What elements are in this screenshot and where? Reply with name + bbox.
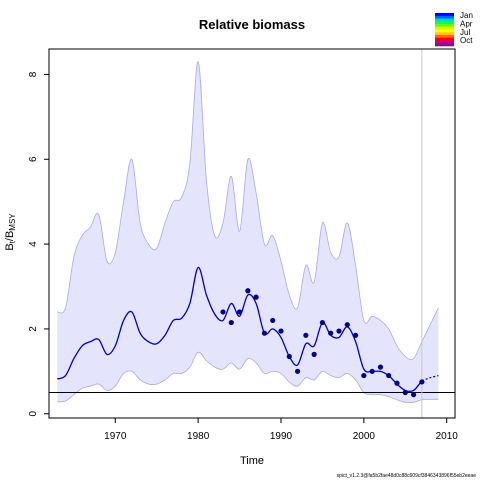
- x-tick-label: 1990: [270, 431, 293, 442]
- y-axis: 0 2 4 6 8: [28, 71, 49, 417]
- observation-point: [386, 372, 392, 379]
- observation-point: [245, 288, 251, 294]
- legend-label: Jan: [460, 11, 473, 20]
- observation-point: [410, 392, 417, 398]
- observation-point: [228, 319, 234, 326]
- observation-point: [311, 351, 317, 357]
- legend-swatch: [435, 15, 454, 19]
- legend-swatch: [435, 26, 454, 30]
- plot-area: [49, 49, 455, 418]
- x-tick-label: 2010: [436, 431, 459, 442]
- x-axis: 1970 1980 1990 2000 2010: [104, 418, 458, 442]
- observation-point: [236, 309, 243, 315]
- legend-swatch: [435, 40, 454, 44]
- confidence-band: [57, 61, 439, 403]
- legend-swatch: [435, 43, 454, 47]
- y-tick-label: 8: [28, 71, 39, 77]
- observation-point: [369, 368, 375, 374]
- chart-title: Relative biomass: [199, 17, 305, 32]
- y-axis-title-sub1: t: [8, 240, 17, 243]
- legend-label: Jul: [460, 28, 470, 37]
- legend-label: Apr: [460, 19, 473, 28]
- biomass-estimate-line: [57, 266, 423, 393]
- x-tick-label: 1970: [104, 431, 127, 442]
- legend-swatch: [435, 35, 454, 39]
- observation-point: [220, 309, 226, 315]
- y-tick-label: 0: [28, 411, 39, 417]
- observation-point: [319, 319, 326, 326]
- confidence-band-upper-edge: [57, 61, 439, 361]
- y-tick-label: 2: [28, 326, 39, 332]
- observation-point: [352, 332, 359, 338]
- observation-point: [270, 317, 276, 324]
- observation-point: [394, 380, 400, 386]
- legend-label: Oct: [460, 36, 473, 45]
- observation-point: [402, 389, 408, 396]
- y-axis-title-sep: /B: [4, 231, 16, 241]
- observation-point: [344, 322, 350, 328]
- biomass-forecast-line: [421, 375, 439, 382]
- version-footer: spict_v1.2.3@fa5b2fae48d0c88c609cf384634…: [337, 473, 477, 479]
- y-tick-label: 4: [28, 241, 39, 247]
- observation-point: [336, 328, 342, 334]
- observation-point: [328, 330, 334, 336]
- observation-point: [286, 353, 292, 360]
- observation-point: [361, 372, 367, 379]
- observation-point: [261, 330, 268, 336]
- x-tick-label: 2000: [353, 431, 376, 442]
- observation-point: [377, 364, 384, 370]
- y-axis-title-sub2: MSY: [8, 213, 17, 231]
- observation-point: [253, 294, 259, 300]
- observation-point: [294, 368, 301, 374]
- legend-swatch: [435, 24, 454, 28]
- x-tick-label: 1980: [187, 431, 210, 442]
- legend-swatch: [435, 13, 454, 17]
- y-axis-title-main: B: [4, 243, 16, 250]
- observation-points: [220, 288, 425, 398]
- confidence-band-lower-edge: [57, 351, 439, 404]
- observation-point: [419, 379, 425, 385]
- legend-swatch: [435, 37, 454, 41]
- plot-frame: [48, 48, 456, 419]
- observation-point: [278, 328, 284, 334]
- legend-swatch: [435, 32, 454, 36]
- legend-swatch: [435, 21, 454, 25]
- y-axis-title: Bt/BMSY: [4, 213, 17, 251]
- y-tick-label: 6: [28, 156, 39, 162]
- legend-swatch: [435, 18, 454, 22]
- x-axis-title: Time: [240, 455, 264, 467]
- observation-point: [303, 332, 309, 338]
- legend-swatch: [435, 29, 454, 33]
